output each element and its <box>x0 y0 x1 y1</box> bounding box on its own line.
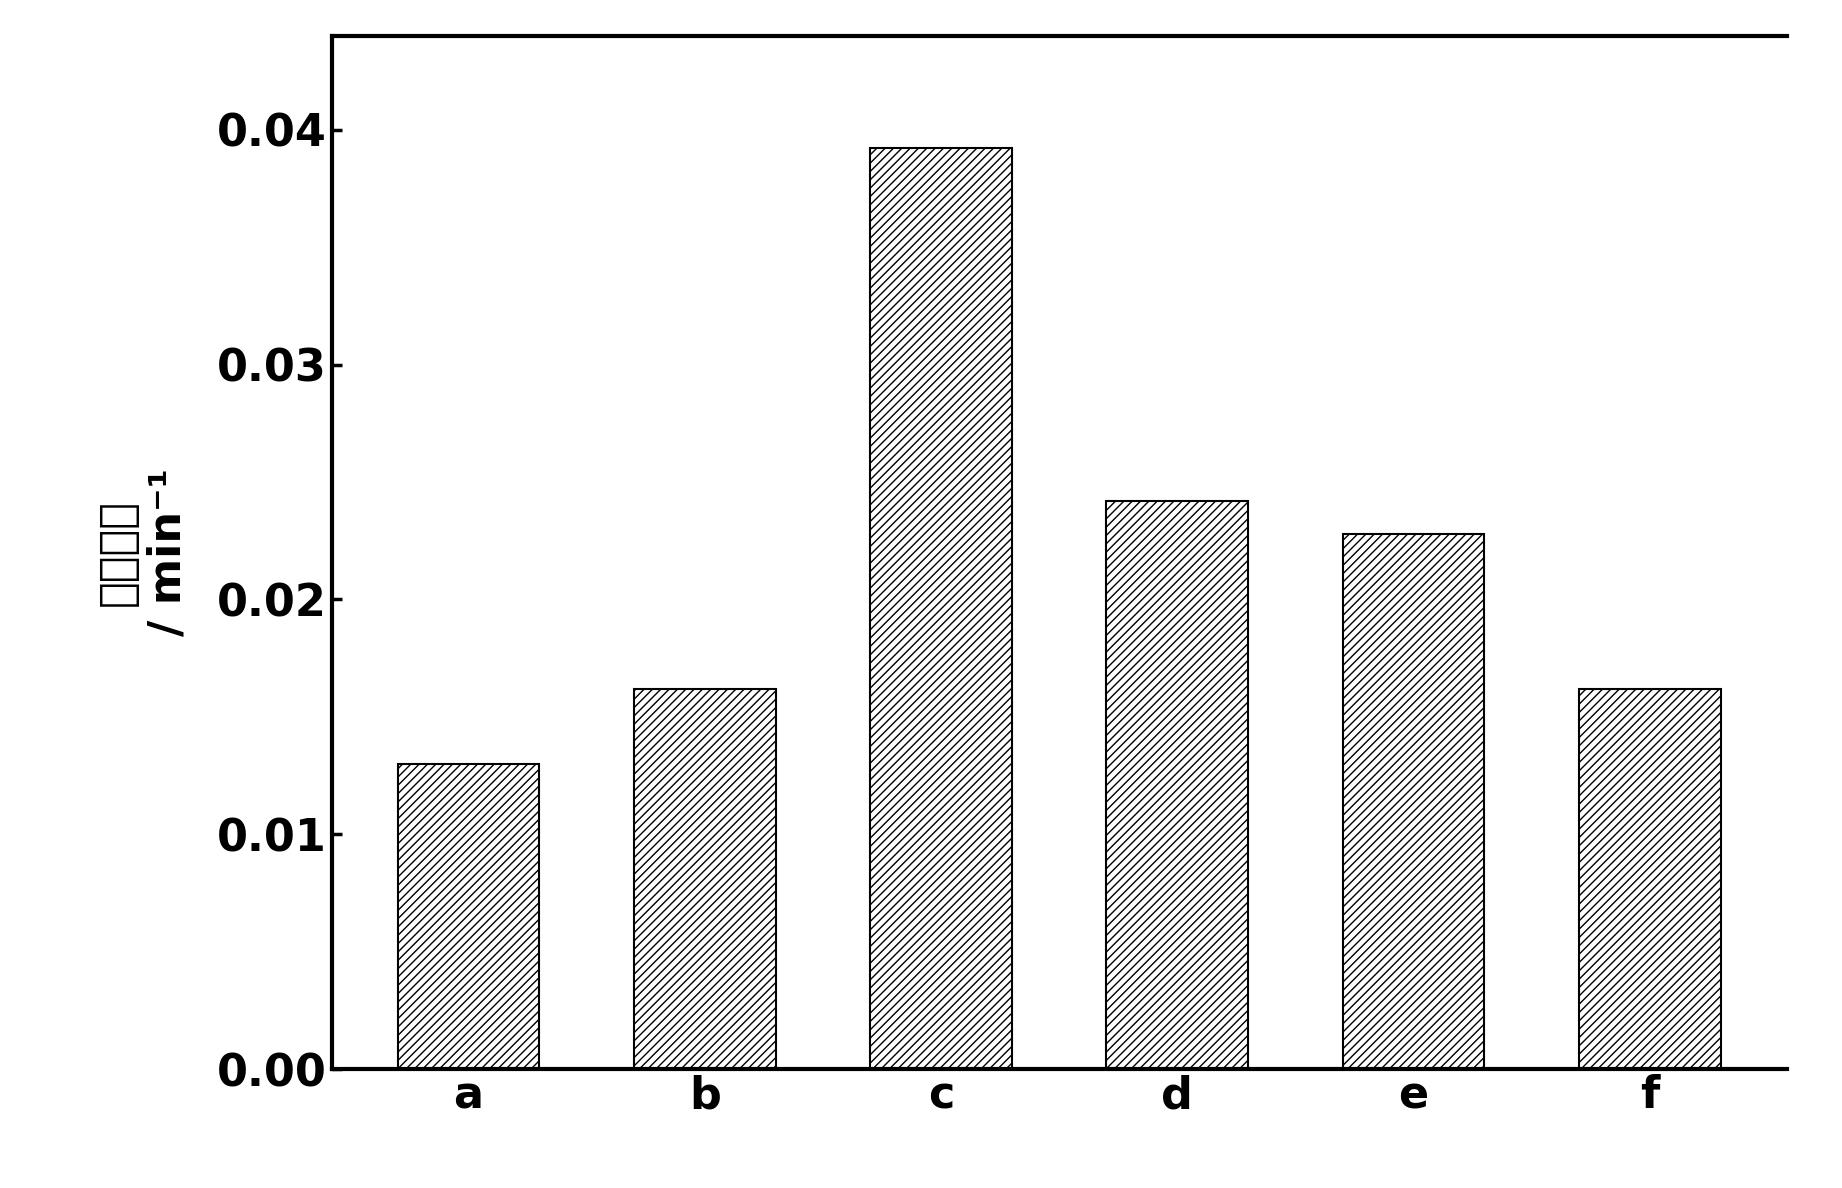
Bar <box>1579 689 1720 1069</box>
Bar <box>398 764 540 1069</box>
Bar <box>1343 533 1485 1069</box>
Bar <box>1107 501 1249 1069</box>
Y-axis label: 速率常数
/ min⁻¹: 速率常数 / min⁻¹ <box>96 468 190 637</box>
Bar <box>869 148 1011 1069</box>
Bar <box>634 689 775 1069</box>
